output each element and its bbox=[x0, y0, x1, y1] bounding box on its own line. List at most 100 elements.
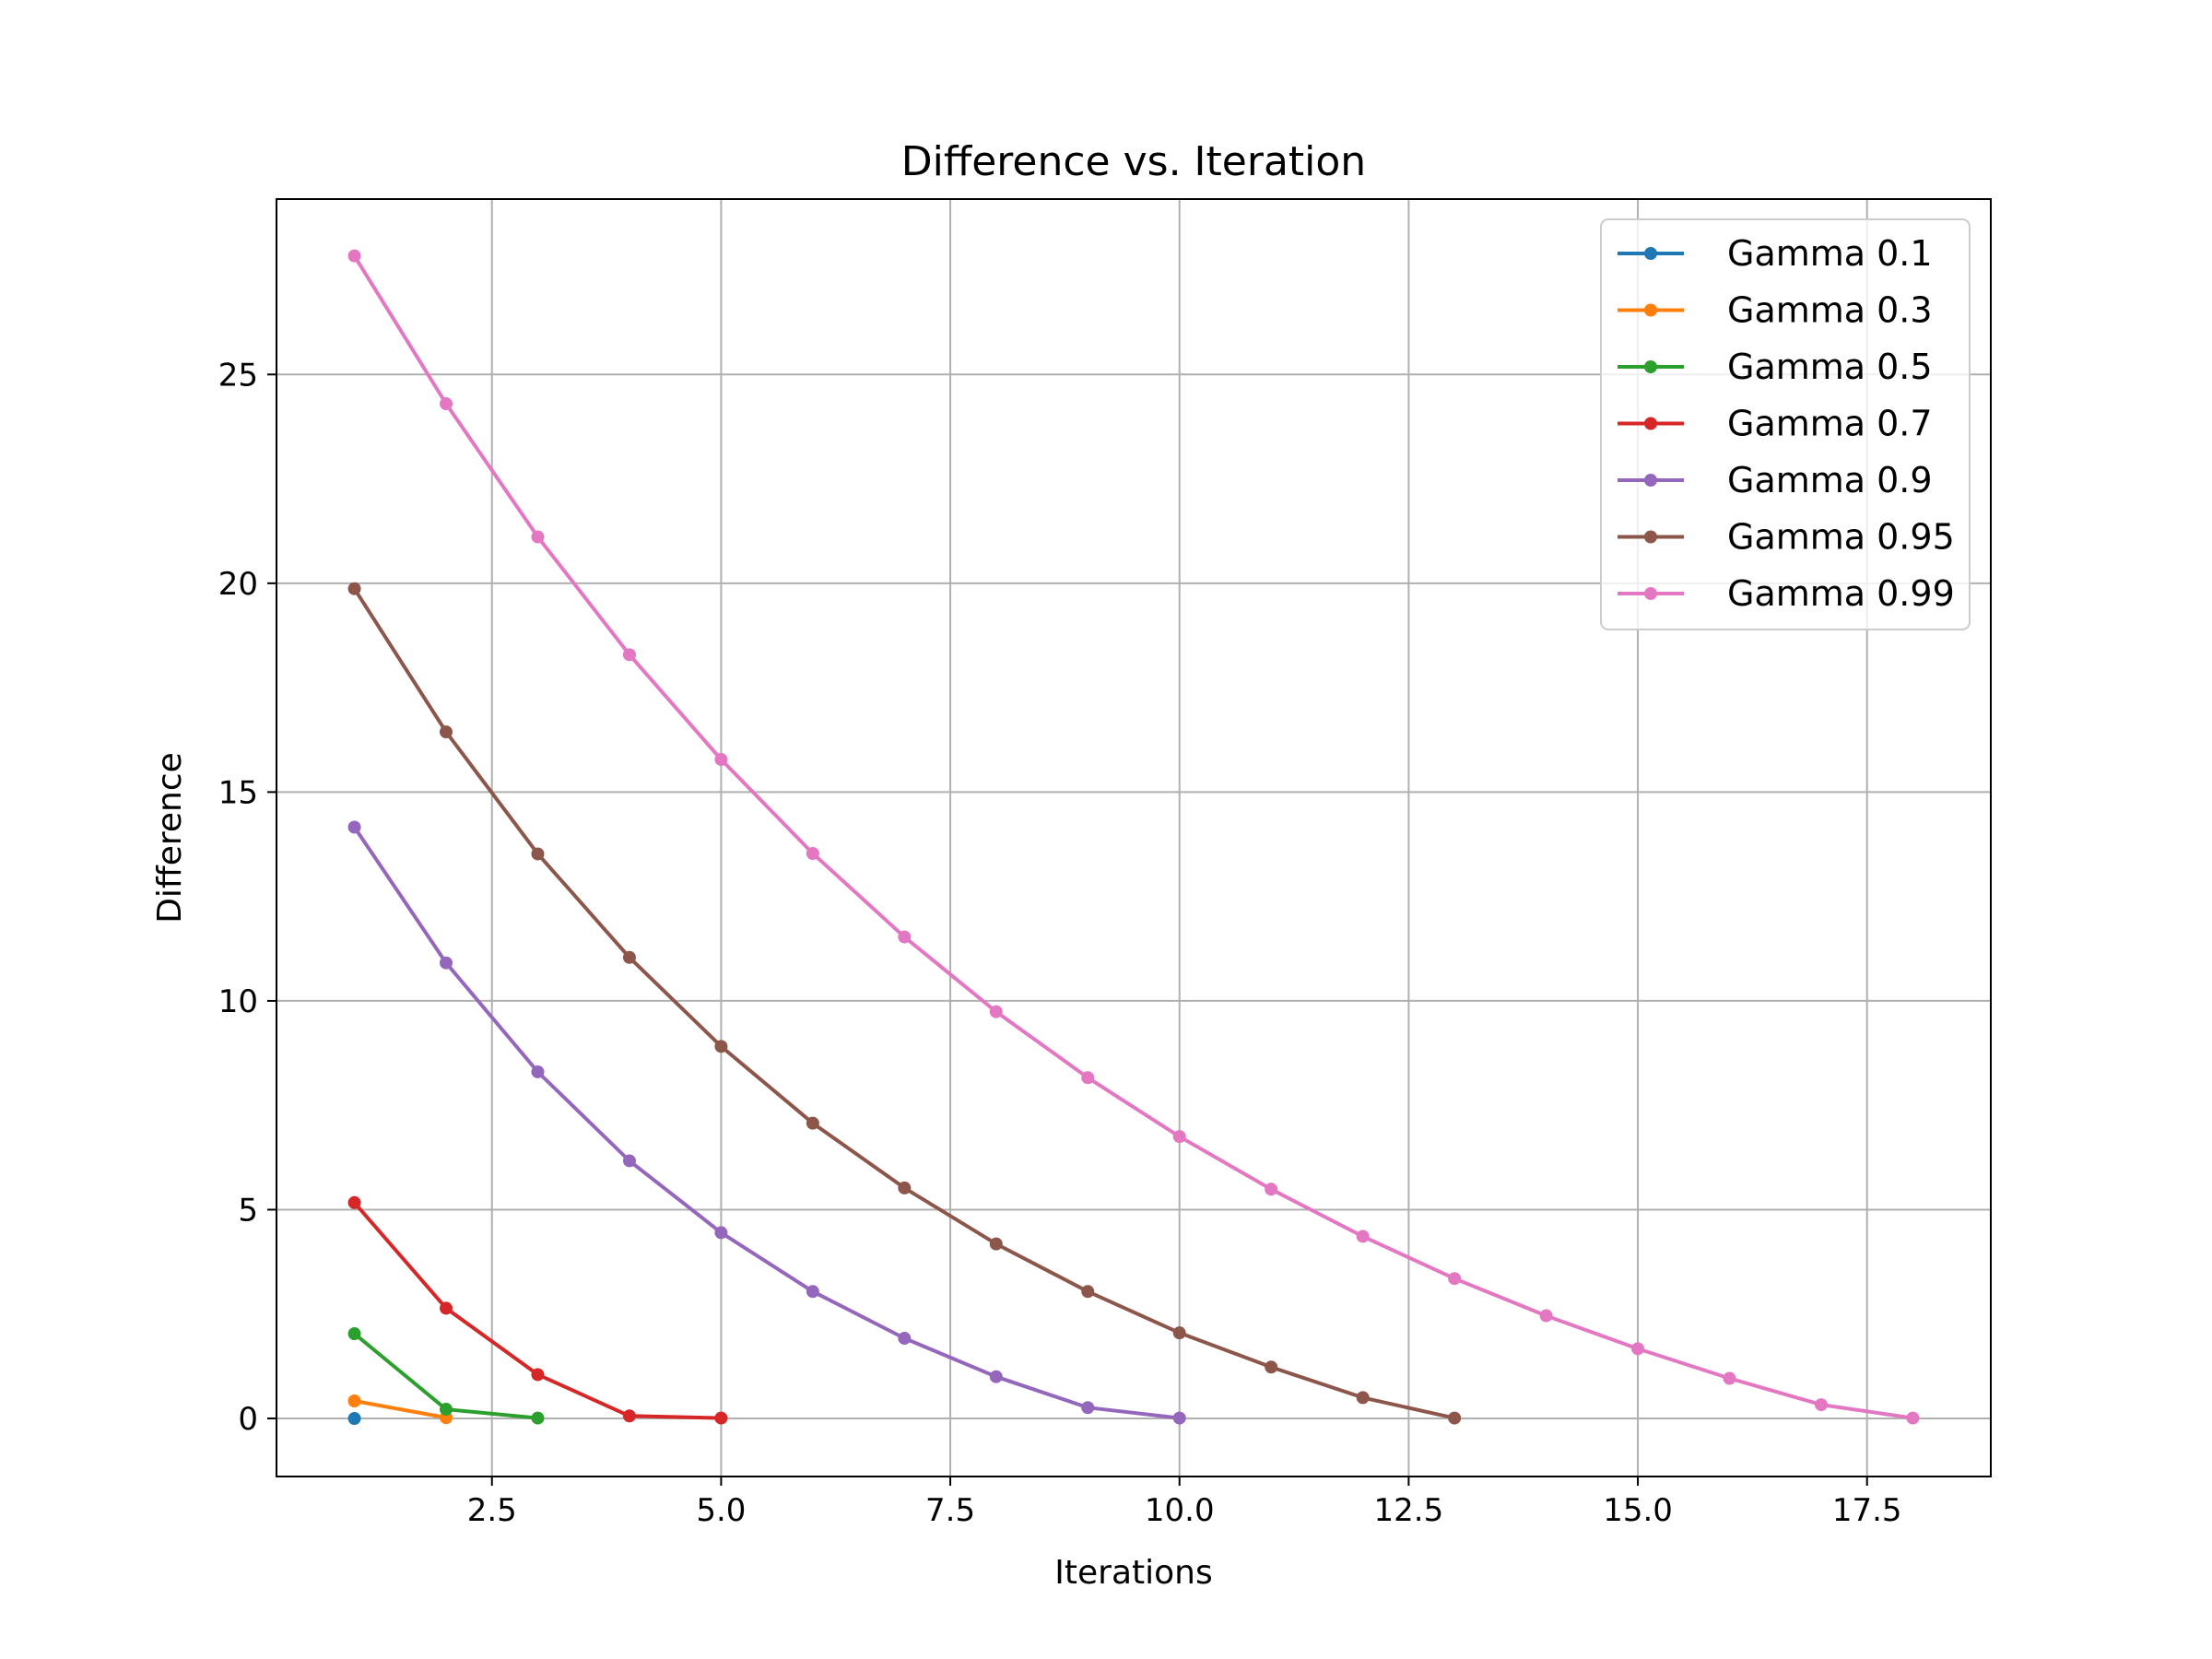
data-point bbox=[347, 1394, 361, 1407]
legend-label: Gamma 0.5 bbox=[1727, 347, 1933, 387]
legend-item: Gamma 0.1 bbox=[1618, 233, 1933, 274]
data-point bbox=[531, 1065, 545, 1078]
legend-label: Gamma 0.7 bbox=[1727, 404, 1933, 444]
data-point bbox=[1081, 1071, 1095, 1085]
data-point bbox=[989, 1005, 1003, 1018]
series-0 bbox=[347, 1412, 361, 1426]
data-point bbox=[440, 1301, 453, 1315]
y-axis: 0 5 10 15 20 25 bbox=[218, 357, 276, 1438]
data-point bbox=[1356, 1391, 1370, 1405]
data-point bbox=[531, 1411, 545, 1425]
data-point bbox=[1356, 1230, 1370, 1243]
data-point bbox=[1172, 1326, 1186, 1340]
legend-item: Gamma 0.9 bbox=[1618, 460, 1933, 500]
data-point bbox=[440, 397, 453, 411]
data-point bbox=[440, 725, 453, 739]
legend-item: Gamma 0.95 bbox=[1618, 517, 1955, 558]
data-point bbox=[1265, 1360, 1278, 1374]
legend-swatch-marker bbox=[1644, 530, 1657, 544]
legend-label: Gamma 0.3 bbox=[1727, 290, 1933, 331]
data-point bbox=[1631, 1342, 1645, 1356]
y-tick-label: 15 bbox=[218, 774, 258, 811]
data-point bbox=[347, 1412, 361, 1426]
data-point bbox=[1539, 1309, 1553, 1323]
series-line bbox=[352, 826, 1180, 1420]
data-point bbox=[806, 1285, 819, 1299]
data-point bbox=[1723, 1371, 1736, 1385]
legend-swatch-marker bbox=[1644, 360, 1657, 373]
data-point bbox=[440, 1403, 453, 1417]
legend-item: Gamma 0.5 bbox=[1618, 347, 1933, 387]
data-point bbox=[347, 1195, 361, 1209]
series-line bbox=[354, 1399, 447, 1420]
data-point bbox=[1081, 1401, 1095, 1415]
legend-swatch-marker bbox=[1644, 417, 1657, 430]
legend-label: Gamma 0.1 bbox=[1727, 233, 1933, 274]
x-tick-label: 17.5 bbox=[1832, 1492, 1902, 1529]
legend-item: Gamma 0.7 bbox=[1618, 404, 1933, 444]
data-point bbox=[806, 1116, 819, 1130]
data-point bbox=[622, 1154, 636, 1168]
data-point bbox=[1448, 1411, 1462, 1425]
x-tick-label: 5.0 bbox=[696, 1492, 746, 1529]
legend-label: Gamma 0.99 bbox=[1727, 573, 1955, 614]
legend: Gamma 0.1 Gamma 0.3 Gamma 0.5 Gamma 0.7 Gamm… bbox=[1600, 218, 1971, 630]
legend-label: Gamma 0.9 bbox=[1727, 460, 1933, 500]
legend-swatch-marker bbox=[1644, 587, 1657, 600]
data-point bbox=[440, 956, 453, 970]
data-point bbox=[1906, 1411, 1920, 1425]
legend-label: Gamma 0.95 bbox=[1727, 517, 1955, 558]
y-axis-title: Difference bbox=[151, 752, 189, 924]
legend-swatch-marker bbox=[1644, 303, 1657, 317]
data-point bbox=[1265, 1182, 1278, 1196]
data-point bbox=[1448, 1272, 1462, 1286]
data-point bbox=[531, 530, 545, 544]
y-tick-label: 0 bbox=[238, 1401, 258, 1438]
data-point bbox=[714, 1226, 728, 1240]
y-tick-label: 5 bbox=[238, 1192, 258, 1229]
data-point bbox=[714, 753, 728, 767]
data-point bbox=[531, 847, 545, 861]
grid bbox=[276, 199, 1991, 1477]
y-tick-label: 10 bbox=[218, 983, 258, 1020]
series-layer bbox=[347, 249, 1920, 1426]
data-point bbox=[347, 820, 361, 834]
data-point bbox=[714, 1040, 728, 1053]
data-point bbox=[714, 1411, 728, 1425]
y-tick-label: 25 bbox=[218, 357, 258, 394]
data-point bbox=[1172, 1411, 1186, 1425]
data-point bbox=[898, 1332, 912, 1346]
data-point bbox=[347, 582, 361, 595]
series-6 bbox=[347, 249, 1920, 1425]
legend-swatch-marker bbox=[1644, 247, 1657, 260]
x-tick-label: 7.5 bbox=[925, 1492, 975, 1529]
x-tick-label: 12.5 bbox=[1374, 1492, 1444, 1529]
x-axis-title: Iterations bbox=[1054, 1554, 1212, 1592]
data-point bbox=[806, 846, 819, 860]
data-point bbox=[347, 249, 361, 263]
data-point bbox=[622, 950, 636, 964]
series-3 bbox=[347, 1195, 728, 1425]
y-tick-label: 20 bbox=[218, 566, 258, 603]
data-point bbox=[622, 648, 636, 662]
plot-frame bbox=[276, 198, 1992, 1477]
series-4 bbox=[347, 820, 1186, 1425]
chart-title: Difference vs. Iteration bbox=[901, 138, 1366, 185]
legend-box bbox=[1600, 218, 1971, 630]
data-point bbox=[898, 1181, 912, 1194]
data-point bbox=[989, 1237, 1003, 1251]
x-tick-label: 15.0 bbox=[1603, 1492, 1673, 1529]
data-point bbox=[1172, 1130, 1186, 1144]
x-tick-label: 2.5 bbox=[467, 1492, 517, 1529]
series-line bbox=[352, 254, 1913, 1420]
data-point bbox=[1814, 1398, 1828, 1412]
data-point bbox=[989, 1370, 1003, 1383]
data-point bbox=[898, 930, 912, 944]
data-point bbox=[622, 1409, 636, 1423]
series-2 bbox=[347, 1327, 545, 1425]
data-point bbox=[531, 1368, 545, 1382]
data-point bbox=[347, 1327, 361, 1341]
data-point bbox=[1081, 1285, 1095, 1299]
legend-swatch-marker bbox=[1644, 474, 1657, 487]
